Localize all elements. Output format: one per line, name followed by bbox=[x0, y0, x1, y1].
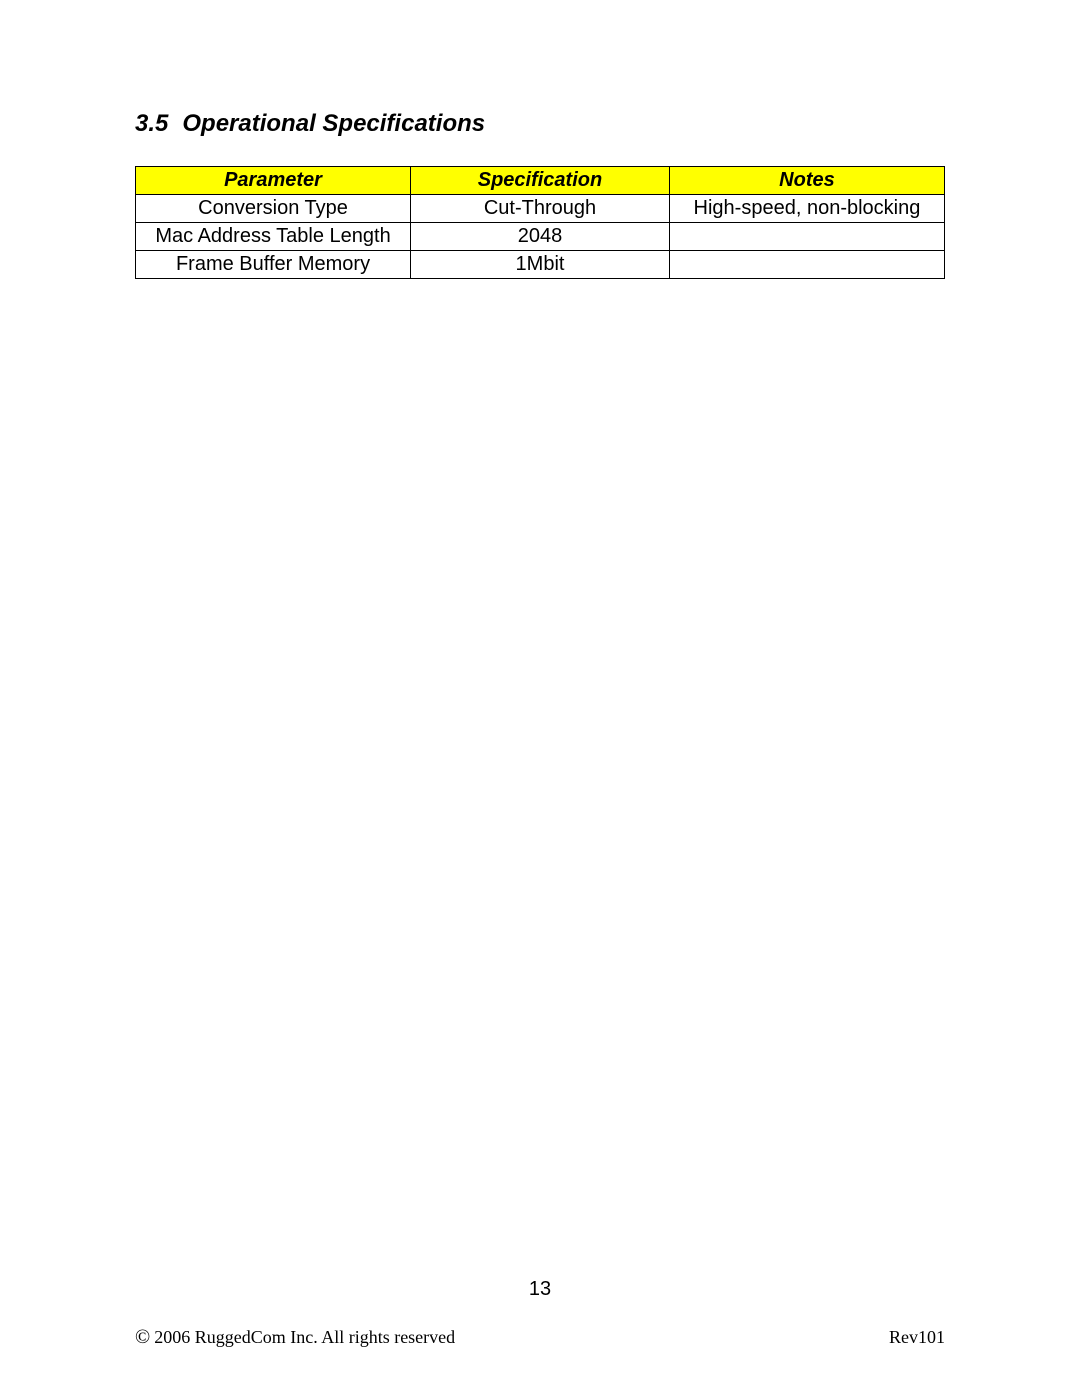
copyright-symbol-icon: © bbox=[135, 1326, 150, 1348]
cell-specification: Cut-Through bbox=[411, 195, 670, 223]
footer-copyright: ©2006 RuggedCom Inc. All rights reserved bbox=[135, 1326, 455, 1349]
col-header-parameter: Parameter bbox=[136, 167, 411, 195]
cell-parameter: Frame Buffer Memory bbox=[136, 251, 411, 279]
table-row: Conversion Type Cut-Through High-speed, … bbox=[136, 195, 945, 223]
table-row: Frame Buffer Memory 1Mbit bbox=[136, 251, 945, 279]
cell-specification: 1Mbit bbox=[411, 251, 670, 279]
cell-notes bbox=[669, 223, 944, 251]
spec-table: Parameter Specification Notes Conversion… bbox=[135, 166, 945, 279]
cell-notes bbox=[669, 251, 944, 279]
section-number: 3.5 bbox=[135, 110, 168, 137]
cell-parameter: Mac Address Table Length bbox=[136, 223, 411, 251]
copyright-text: 2006 RuggedCom Inc. All rights reserved bbox=[154, 1327, 455, 1347]
page-footer: ©2006 RuggedCom Inc. All rights reserved… bbox=[135, 1326, 945, 1349]
table-header-row: Parameter Specification Notes bbox=[136, 167, 945, 195]
footer-revision: Rev101 bbox=[889, 1327, 945, 1348]
page-container: 3.5 Operational Specifications Parameter … bbox=[0, 0, 1080, 1397]
cell-specification: 2048 bbox=[411, 223, 670, 251]
section-title: Operational Specifications bbox=[182, 110, 485, 137]
col-header-specification: Specification bbox=[411, 167, 670, 195]
col-header-notes: Notes bbox=[669, 167, 944, 195]
cell-notes: High-speed, non-blocking bbox=[669, 195, 944, 223]
table-row: Mac Address Table Length 2048 bbox=[136, 223, 945, 251]
page-number: 13 bbox=[0, 1278, 1080, 1301]
section-heading: 3.5 Operational Specifications bbox=[135, 110, 945, 138]
cell-parameter: Conversion Type bbox=[136, 195, 411, 223]
